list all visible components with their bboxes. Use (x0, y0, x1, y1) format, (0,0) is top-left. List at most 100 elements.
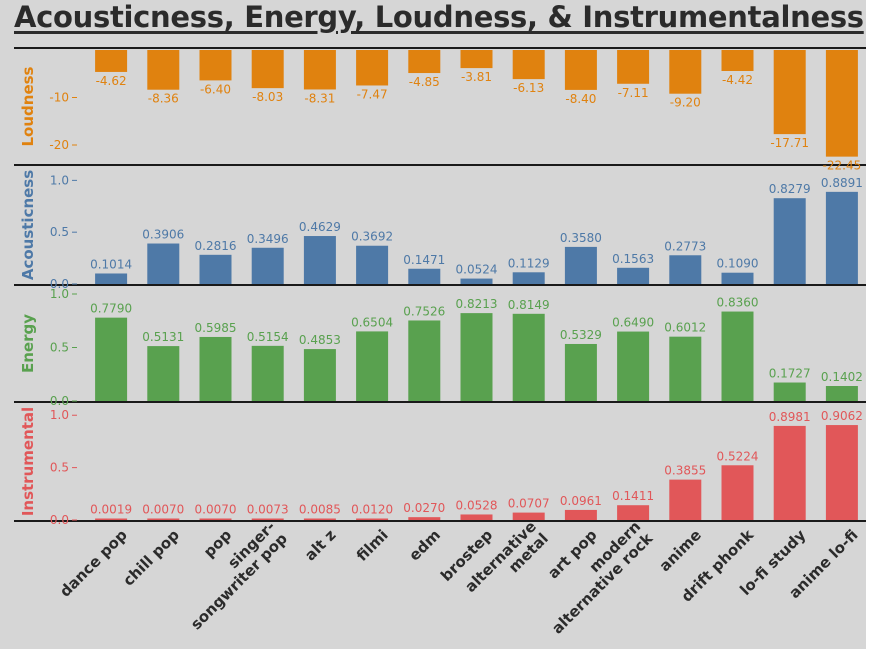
instrumental-value-label-8: 0.0707 (508, 497, 550, 511)
instrumental-bar-6 (408, 517, 441, 520)
acousticness-axis-title: Acousticness (19, 170, 37, 280)
instrumental-bar-13 (773, 425, 806, 520)
loudness-bar-2 (199, 50, 232, 81)
category-label-4: alt z (301, 526, 340, 565)
energy-value-label-11: 0.6012 (664, 321, 706, 335)
energy-value-label-8: 0.8149 (508, 298, 550, 312)
acousticness-value-label-8: 0.1129 (508, 256, 550, 270)
loudness-bar-5 (356, 50, 389, 86)
category-label-8: alternativemetal (461, 517, 552, 608)
instrumental-value-label-4: 0.0085 (299, 503, 341, 517)
instrumental-tick-label-0: 0.0 (50, 513, 69, 527)
acousticness-bar-12 (721, 272, 754, 284)
energy-bar-3 (251, 345, 284, 401)
instrumental-value-label-2: 0.0070 (195, 503, 237, 517)
acousticness-value-label-7: 0.0524 (456, 263, 498, 277)
acousticness-tick-label-1: 0.5 (50, 225, 69, 239)
instrumental-value-label-10: 0.1411 (612, 489, 654, 503)
loudness-bar-12 (721, 50, 754, 71)
instrumental-axis-title: Instrumental (19, 407, 37, 516)
acousticness-value-label-1: 0.3906 (142, 228, 184, 242)
loudness-bar-3 (251, 50, 284, 89)
loudness-value-label-12: -4.42 (722, 73, 753, 87)
acousticness-value-label-14: 0.8891 (821, 176, 863, 190)
acousticness-tick-label-2: 1.0 (50, 173, 69, 187)
acousticness-value-label-4: 0.4629 (299, 220, 341, 234)
energy-value-label-4: 0.4853 (299, 333, 341, 347)
acousticness-bar-3 (251, 247, 284, 284)
category-label-6: edm (405, 526, 444, 565)
acousticness-value-label-2: 0.2816 (195, 239, 237, 253)
loudness-tick-label-0: -10 (49, 91, 69, 105)
category-label-5: filmi (353, 526, 392, 565)
acousticness-value-label-6: 0.1471 (403, 253, 445, 267)
energy-value-label-5: 0.6504 (351, 315, 393, 329)
energy-tick-label-0: 0.0 (50, 394, 69, 408)
loudness-bar-1 (147, 50, 180, 90)
loudness-value-label-3: -8.03 (252, 90, 283, 104)
acousticness-value-label-5: 0.3692 (351, 230, 393, 244)
acousticness-bar-0 (95, 273, 128, 284)
energy-value-label-3: 0.5154 (247, 330, 289, 344)
energy-value-label-10: 0.6490 (612, 316, 654, 330)
acousticness-value-label-11: 0.2773 (664, 239, 706, 253)
loudness-tick-label-1: -20 (49, 138, 69, 152)
instrumental-bar-11 (669, 479, 702, 520)
acousticness-tick-label-0: 0.0 (50, 277, 69, 291)
loudness-value-label-11: -9.20 (670, 96, 701, 110)
instrumental-bar-8 (512, 512, 545, 520)
loudness-bar-6 (408, 50, 441, 74)
instrumental-value-label-1: 0.0070 (142, 503, 184, 517)
energy-bar-7 (460, 313, 493, 401)
loudness-value-label-0: -4.62 (96, 74, 127, 88)
category-label-1-line-0: chill pop (119, 526, 183, 590)
instrumental-bar-5 (356, 518, 389, 520)
energy-bar-13 (773, 382, 806, 401)
loudness-bar-14 (825, 50, 858, 157)
energy-bar-14 (825, 385, 858, 401)
loudness-bar-4 (303, 50, 336, 90)
acousticness-bar-8 (512, 272, 545, 284)
energy-bar-5 (356, 331, 389, 401)
instrumental-value-label-3: 0.0073 (247, 503, 289, 517)
energy-bar-2 (199, 336, 232, 401)
category-label-0-line-0: dance pop (56, 526, 131, 601)
loudness-bar-11 (669, 50, 702, 94)
category-label-11-line-0: anime (656, 526, 705, 575)
acousticness-bar-6 (408, 268, 441, 284)
instrumental-tick-label-1: 0.5 (50, 461, 69, 475)
energy-bar-6 (408, 320, 441, 401)
energy-bar-1 (147, 346, 180, 401)
instrumental-value-label-7: 0.0528 (456, 498, 498, 512)
loudness-bar-8 (512, 50, 545, 80)
category-label-3: singer-songwriter pop (175, 517, 291, 633)
instrumental-value-label-14: 0.9062 (821, 409, 863, 423)
loudness-axis-title: Loudness (19, 66, 37, 146)
loudness-value-label-2: -6.40 (200, 82, 231, 96)
loudness-value-label-14: -22.45 (823, 159, 862, 173)
acousticness-bar-9 (564, 246, 597, 284)
energy-bar-10 (617, 331, 650, 401)
acousticness-bar-13 (773, 198, 806, 284)
acousticness-bar-4 (303, 236, 336, 284)
loudness-value-label-10: -7.11 (618, 86, 649, 100)
acousticness-bar-14 (825, 191, 858, 284)
energy-value-label-0: 0.7790 (90, 302, 132, 316)
instrumental-bar-10 (617, 505, 650, 520)
category-label-0: dance pop (56, 526, 131, 601)
energy-bar-9 (564, 343, 597, 401)
loudness-value-label-6: -4.85 (409, 75, 440, 89)
instrumental-value-label-0: 0.0019 (90, 503, 132, 517)
energy-value-label-7: 0.8213 (456, 297, 498, 311)
loudness-value-label-9: -8.40 (565, 92, 596, 106)
loudness-bar-9 (564, 50, 597, 90)
acousticness-value-label-12: 0.1090 (717, 257, 759, 271)
loudness-value-label-1: -8.36 (148, 92, 179, 106)
acousticness-value-label-9: 0.3580 (560, 231, 602, 245)
instrumental-value-label-12: 0.5224 (717, 449, 759, 463)
category-label-4-line-0: alt z (301, 526, 340, 565)
loudness-bar-7 (460, 50, 493, 69)
category-label-11: anime (656, 526, 705, 575)
acousticness-bar-2 (199, 254, 232, 284)
instrumental-bar-1 (147, 518, 180, 520)
